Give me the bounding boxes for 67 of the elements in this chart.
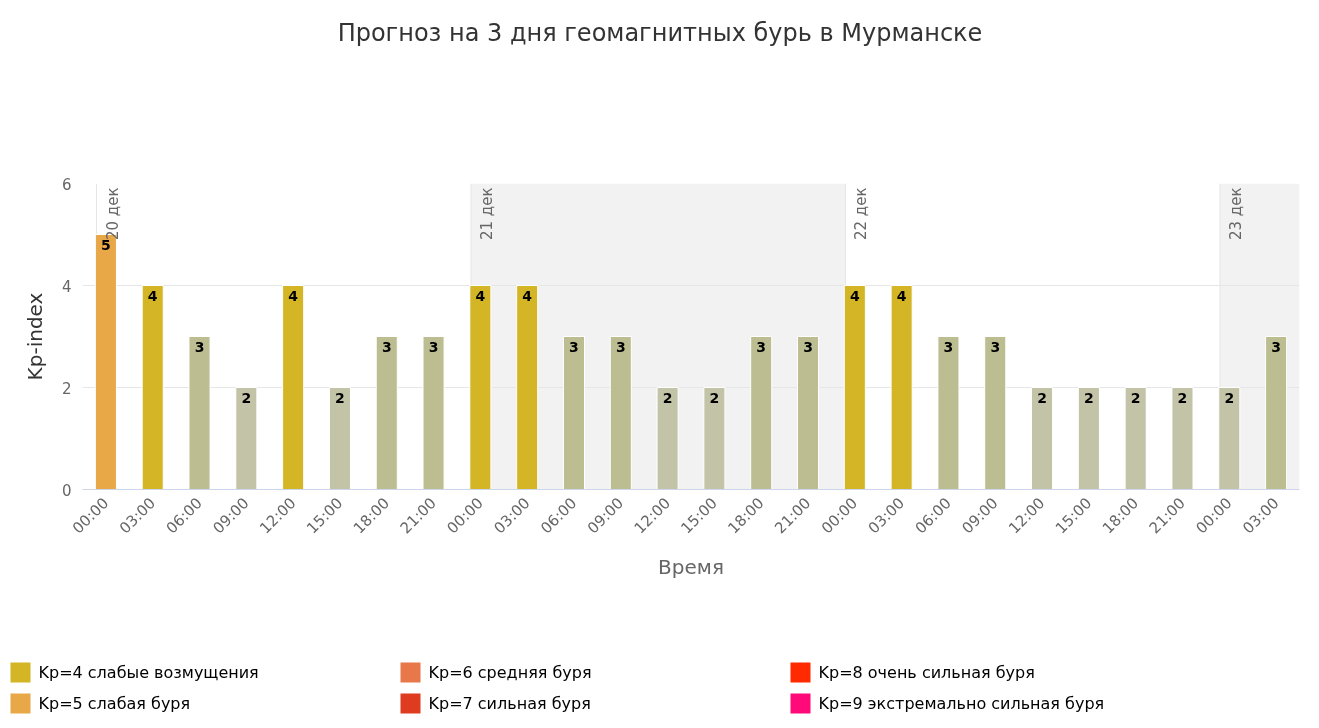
bar <box>328 387 351 490</box>
data-label: 2 <box>1177 389 1188 406</box>
bar <box>937 336 960 490</box>
data-label: 4 <box>288 287 299 304</box>
bar <box>1031 387 1054 490</box>
bar <box>890 285 913 490</box>
bar <box>1171 387 1194 490</box>
bar <box>609 336 632 490</box>
legend-label: Kp=8 очень сильная буря <box>818 663 1035 682</box>
data-label: 3 <box>428 338 439 355</box>
bar <box>703 387 726 490</box>
y-tick-label: 6 <box>61 175 72 194</box>
data-label: 3 <box>615 338 626 355</box>
data-label: 2 <box>241 389 252 406</box>
chart-title: Прогноз на 3 дня геомагнитных бурь в Мурманске <box>337 18 983 47</box>
bar <box>750 336 773 490</box>
data-label: 4 <box>147 287 158 304</box>
bar <box>1265 336 1288 490</box>
data-label: 3 <box>803 338 813 355</box>
data-label: 2 <box>1130 389 1141 406</box>
data-label: 3 <box>1271 338 1281 355</box>
data-label: 3 <box>756 338 767 355</box>
x-axis-title: Время <box>658 554 724 579</box>
y-tick-label: 4 <box>61 277 72 296</box>
data-label: 2 <box>335 389 345 406</box>
bar <box>188 336 211 490</box>
legend-label: Kp=7 сильная буря <box>428 694 591 713</box>
data-label: 2 <box>1224 389 1235 406</box>
ref-line-label: 20 дек <box>103 187 122 241</box>
ref-line-label: 21 дек <box>478 187 496 241</box>
data-label: 4 <box>896 287 907 304</box>
bar <box>562 336 586 490</box>
bar <box>516 285 539 490</box>
data-label: 3 <box>381 338 392 355</box>
bar <box>235 387 258 490</box>
data-label: 4 <box>475 287 486 304</box>
data-label: 3 <box>194 338 205 355</box>
legend-label: Kp=9 экстремально сильная буря <box>818 694 1105 713</box>
bar <box>984 336 1007 490</box>
data-label: 2 <box>662 389 673 406</box>
y-tick-label: 0 <box>61 481 72 500</box>
legend-label: Kp=6 средняя буря <box>428 663 592 682</box>
bar <box>1077 387 1100 490</box>
data-label: 3 <box>943 338 954 355</box>
bar <box>282 285 305 490</box>
bar <box>141 285 164 490</box>
bar <box>843 285 866 490</box>
data-label: 3 <box>990 338 1001 355</box>
bar <box>469 285 492 490</box>
legend-label: Kp=5 слабая буря <box>38 694 191 713</box>
data-label: 4 <box>522 287 533 304</box>
data-label: 2 <box>1083 389 1094 406</box>
bar <box>375 336 398 490</box>
bar <box>1124 387 1147 490</box>
bar <box>796 336 820 490</box>
ref-line-label: 23 дек <box>1226 187 1245 241</box>
data-label: 3 <box>569 338 579 355</box>
bar <box>422 336 445 490</box>
ref-line-label: 22 дек <box>852 187 871 241</box>
data-label: 2 <box>709 389 720 406</box>
bar <box>1218 387 1241 490</box>
y-tick-label: 2 <box>61 379 72 398</box>
data-label: 2 <box>1037 389 1047 406</box>
y-axis-title: Kp-index <box>22 292 47 381</box>
legend-label: Kp=4 слабые возмущения <box>38 663 259 682</box>
data-label: 4 <box>849 287 860 304</box>
bar <box>656 387 679 490</box>
